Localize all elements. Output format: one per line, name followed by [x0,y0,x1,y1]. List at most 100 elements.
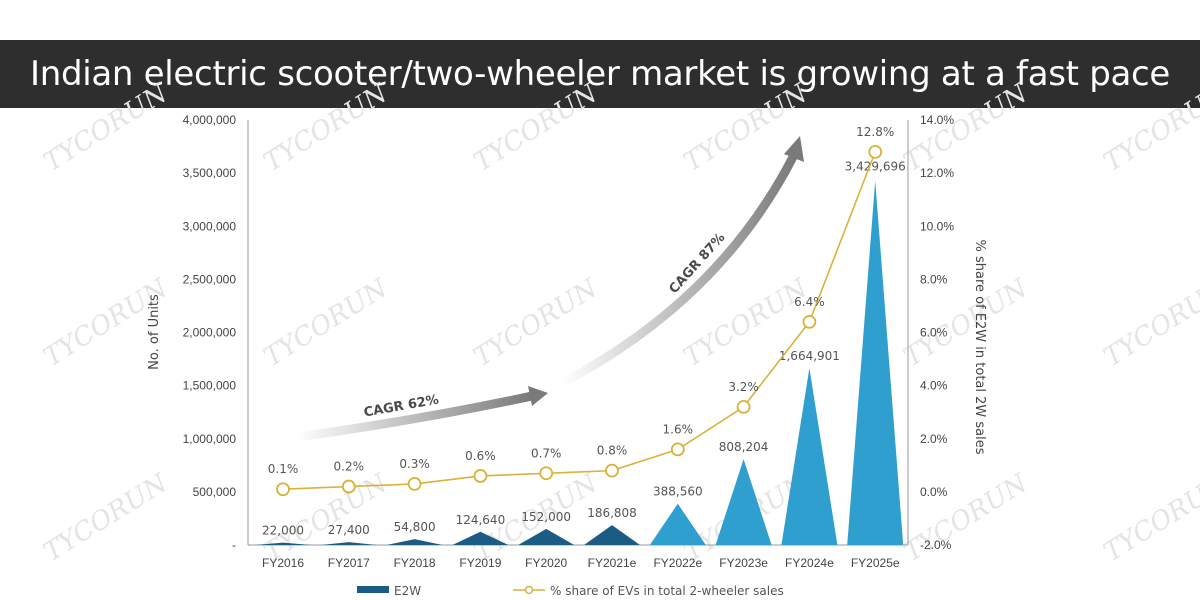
x-tick-label: FY2018 [394,556,436,570]
share-value-label: 6.4% [794,295,825,309]
x-tick-label: FY2016 [262,556,304,570]
watermark-text: TYCORUN [39,78,174,178]
bar-fy2022e [649,503,706,545]
share-point [473,469,488,483]
bar-series [255,180,904,546]
y-tick-label: 4,000,000 [183,113,237,127]
cagr-87-arrow-shaft [559,152,799,387]
share-value-label: 0.7% [531,446,562,460]
bar-value-label: 22,000 [262,524,304,538]
legend-line-label: % share of EVs in total 2-wheeler sales [550,584,784,598]
legend-bar-swatch [357,586,389,593]
bar-fy2020 [518,528,575,545]
cagr-87-arrow-head [784,136,804,162]
watermark-text: TYCORUN [469,78,604,178]
watermark-text: TYCORUN [1099,468,1200,568]
y-right-tick-label: 4.0% [920,379,948,393]
bar-fy2023e [715,459,772,545]
right-axis-title: % share of E2W in total 2W sales [972,239,987,454]
share-value-label: 3.2% [728,380,759,394]
share-point [605,463,619,478]
bar-value-label: 152,000 [521,510,571,524]
share-value-label: 0.2% [334,460,365,474]
y-right-tick-label: 12.0% [920,166,954,180]
title-banner: Indian electric scooter/two-wheeler mark… [0,40,1200,108]
watermark-text: TYCORUN [1099,78,1200,178]
bar-value-label: 54,800 [394,520,436,534]
watermark-text: TYCORUN [259,273,394,373]
share-value-label: 0.8% [597,444,628,458]
bar-fy2024e [781,368,838,545]
bar-value-labels: 22,000 27,400 54,800 124,640 152,000 186,808 3… [262,160,906,538]
bar-value-label: 388,560 [653,485,703,499]
bar-value-label: 808,204 [719,440,769,454]
y-tick-label: 1,500,000 [183,379,237,393]
x-tick-label: FY2025e [851,556,900,570]
share-point [539,466,554,481]
bar-fy2016 [255,542,311,545]
bar-value-label: 186,808 [587,506,637,520]
bar-value-label: 124,640 [456,513,506,527]
y-tick-label: - [232,538,236,552]
x-tick-label: FY2020 [525,556,567,570]
x-tick-label: FY2024e [785,556,834,570]
share-value-label: 1.6% [663,422,694,436]
watermark-text: TYCORUN [899,273,1034,373]
bar-fy2019 [452,531,509,545]
bar-fy2025e [847,180,904,546]
watermark-text: TYCORUN [899,468,1034,568]
legend-bar-label: E2W [394,584,421,598]
watermark-text: TYCORUN [1099,273,1200,373]
legend-line-marker [524,585,534,595]
y-right-tick-label: 0.0% [920,485,948,499]
bar-fy2017 [320,542,377,545]
watermark-text: TYCORUN [259,468,394,568]
x-tick-label: FY2023e [719,556,768,570]
share-line [282,151,876,491]
y-tick-label: 2,000,000 [183,326,237,340]
left-axis-title: No. of Units [147,294,162,370]
bar-fy2021e [584,525,640,545]
x-tick-label: FY2022e [653,556,702,570]
x-axis-labels: FY2016 FY2017 FY2018 FY2019 FY2020 FY2021e FY2… [262,556,900,570]
share-point [276,482,290,497]
right-axis-ticks: -2.0% 0.0% 2.0% 4.0% 6.0% 8.0% 10.0% 12.0% 14.0% [920,113,954,552]
y-tick-label: 1,000,000 [183,432,237,446]
y-right-tick-label: 6.0% [920,326,948,340]
y-tick-label: 500,000 [193,485,237,499]
line-series: 0.1% 0.2% 0.3% 0.6% 0.7% 0.8% 1.6% 3.2% 6.4% 12.8… [268,125,894,497]
y-tick-label: 3,000,000 [183,219,237,233]
chart-title: Indian electric scooter/two-wheeler mark… [29,54,1171,94]
cagr-62-arrow-shaft [295,391,533,442]
share-point [341,479,356,494]
y-right-tick-label: 2.0% [920,432,948,446]
left-axis-ticks: - 500,000 1,000,000 1,500,000 2,000,000 2,500… [183,113,237,552]
watermark-text: TYCORUN [469,273,604,373]
share-point [802,314,817,329]
share-value-label: 0.1% [268,462,299,476]
y-right-tick-label: -2.0% [920,538,952,552]
bar-value-label: 1,664,901 [779,349,840,363]
bar-value-label: 3,429,696 [845,160,906,174]
share-value-label: 0.3% [399,457,430,471]
legend: E2W % share of EVs in total 2-wheeler sa… [357,584,784,598]
x-tick-label: FY2017 [328,556,370,570]
bar-fy2018 [386,539,443,545]
watermark-text: TYCORUN [39,468,174,568]
cagr-62-arrow-head [528,386,548,406]
share-point [868,144,883,159]
x-tick-label: FY2019 [459,556,501,570]
watermark-text: TYCORUN [259,78,394,178]
share-point [670,442,685,457]
share-point [736,399,751,414]
bar-value-label: 27,400 [328,523,370,537]
x-tick-label: FY2021e [588,556,637,570]
y-right-tick-label: 10.0% [920,219,954,233]
y-tick-label: 3,500,000 [183,166,237,180]
share-point [407,477,422,491]
share-value-label: 12.8% [856,125,894,139]
y-right-tick-label: 14.0% [920,113,954,127]
share-value-label: 0.6% [465,449,496,463]
watermark-text: TYCORUN [899,78,1034,178]
